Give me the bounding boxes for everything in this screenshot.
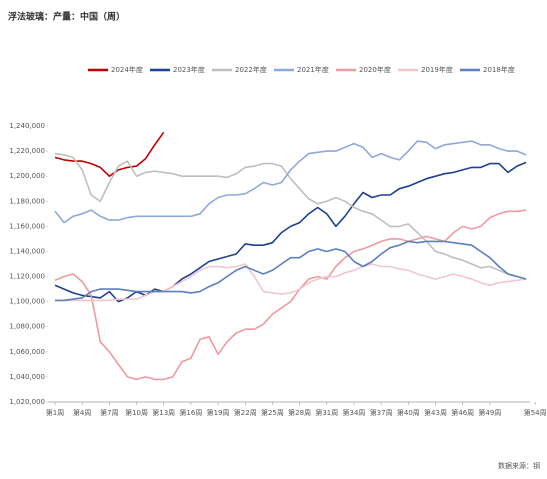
legend-label: 2020年度 — [359, 65, 391, 74]
series-line — [54, 161, 527, 303]
series-line — [54, 209, 527, 381]
series-line — [54, 131, 165, 177]
x-tick-label: 第16周 — [179, 408, 202, 417]
x-tick-label: 第22周 — [234, 408, 257, 417]
legend-label: 2019年度 — [421, 65, 453, 74]
y-tick-label: 1,120,000 — [9, 273, 45, 281]
x-tick-label: 第43周 — [424, 408, 447, 417]
x-tick-label: 第54周 — [524, 408, 547, 417]
x-tick-label: 第25周 — [261, 408, 284, 417]
y-tick-label: 1,040,000 — [9, 373, 45, 381]
x-tick-label: 第46周 — [451, 408, 474, 417]
x-tick-label: 第34周 — [343, 408, 366, 417]
x-tick-label: 第28周 — [288, 408, 311, 417]
legend-label: 2022年度 — [235, 65, 267, 74]
series-line — [54, 152, 527, 280]
y-tick-label: 1,220,000 — [9, 147, 45, 155]
x-tick-label: 第31周 — [315, 408, 338, 417]
legend-label: 2021年度 — [297, 65, 329, 74]
x-tick-label: 第37周 — [370, 408, 393, 417]
legend-label: 2018年度 — [483, 65, 515, 74]
y-tick-label: 1,240,000 — [9, 122, 45, 130]
y-tick-label: 1,140,000 — [9, 247, 45, 255]
y-tick-label: 1,180,000 — [9, 197, 45, 205]
legend-label: 2024年度 — [111, 65, 143, 74]
y-tick-label: 1,100,000 — [9, 298, 45, 306]
x-tick-label: 第19周 — [207, 408, 230, 417]
x-tick-label: 第4周 — [73, 408, 91, 417]
y-tick-label: 1,080,000 — [9, 323, 45, 331]
legend-label: 2023年度 — [173, 65, 205, 74]
series-line — [55, 240, 527, 302]
x-tick-label: 第40周 — [397, 408, 420, 417]
y-tick-label: 1,060,000 — [9, 348, 45, 356]
series-line — [54, 140, 527, 224]
series-line — [55, 263, 527, 302]
y-tick-label: 1,160,000 — [9, 222, 45, 230]
y-tick-label: 1,020,000 — [9, 398, 45, 406]
x-tick-label: 第13周 — [152, 408, 175, 417]
source: 数据来源：钢 — [498, 461, 540, 470]
chart-title: 浮法玻璃：产量：中国（周） — [8, 11, 125, 23]
x-tick-label: 第7周 — [100, 408, 118, 417]
x-tick-label: 第10周 — [125, 408, 148, 417]
y-tick-label: 1,200,000 — [9, 172, 45, 180]
x-tick-label: 第1周 — [46, 408, 64, 417]
x-tick-label: 第49周 — [478, 408, 501, 417]
